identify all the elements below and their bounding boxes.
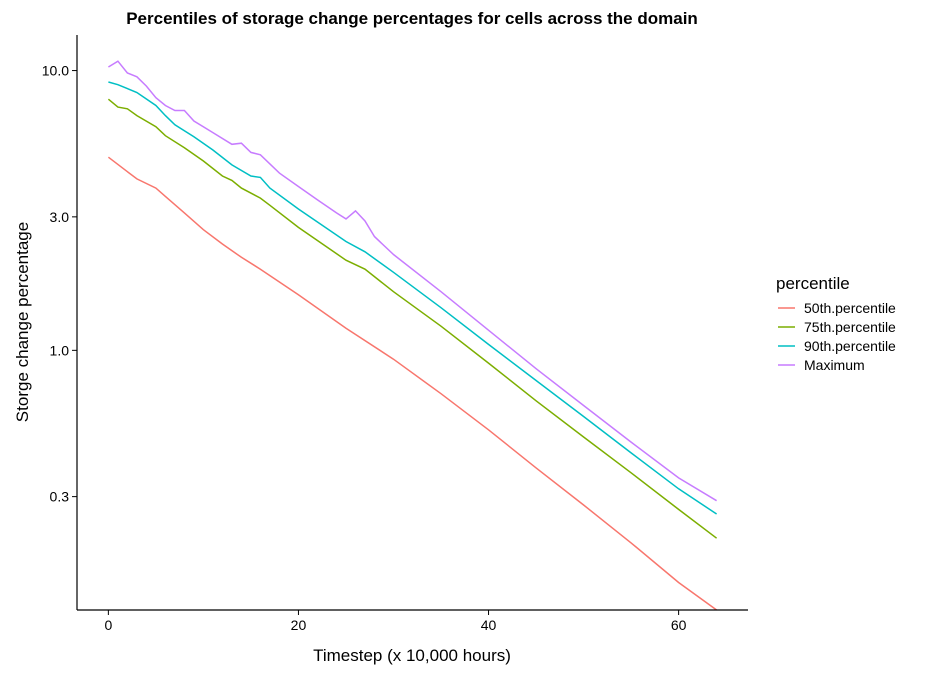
y-tick-label: 0.3 [50,489,70,505]
series-line-maximum [108,60,717,502]
legend-label: Maximum [804,357,865,373]
legend-item: Maximum [778,357,865,373]
plot-area: 0 20 40 60 0.3 1.0 3.0 10.0 [42,35,748,633]
y-tick-label: 1.0 [50,342,70,358]
series-lines [107,60,718,611]
legend-item: 90th.percentile [778,338,896,354]
series-line-90th-percentile [108,81,718,515]
y-axis-title: Storge change percentage [13,222,32,422]
x-tick-label: 0 [104,617,112,633]
legend: percentile 50th.percentile 75th.percentil… [776,274,896,373]
x-axis-ticks: 0 20 40 60 [104,610,687,633]
y-tick-label: 3.0 [50,209,70,225]
legend-label: 50th.percentile [804,300,896,316]
x-tick-label: 40 [481,617,497,633]
legend-items: 50th.percentile 75th.percentile 90th.perce… [778,300,896,373]
legend-item: 75th.percentile [778,319,896,335]
legend-item: 50th.percentile [778,300,896,316]
y-axis-ticks: 0.3 1.0 3.0 10.0 [42,63,77,505]
x-tick-label: 20 [291,617,307,633]
series-line-75th-percentile [107,98,718,539]
series-line-50th-percentile [107,156,718,611]
legend-title: percentile [776,274,850,293]
x-axis-title: Timestep (x 10,000 hours) [313,646,511,665]
chart-title: Percentiles of storage change percentage… [126,9,698,28]
legend-label: 90th.percentile [804,338,896,354]
legend-label: 75th.percentile [804,319,896,335]
y-tick-label: 10.0 [42,63,69,79]
x-tick-label: 60 [671,617,687,633]
